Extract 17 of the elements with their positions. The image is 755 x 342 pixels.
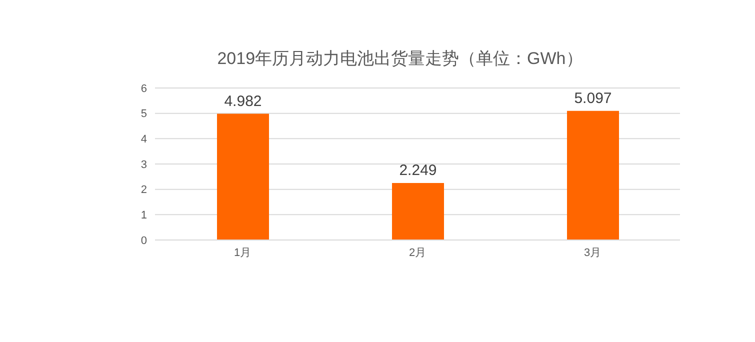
chart-title: 2019年历月动力电池出货量走势（单位：GWh） xyxy=(217,49,583,68)
data-label: 2.249 xyxy=(399,162,437,180)
y-tick-label: 0 xyxy=(140,234,147,247)
bar xyxy=(392,183,444,240)
x-tick-label: 1月 xyxy=(234,246,252,259)
y-tick-label: 3 xyxy=(140,158,147,171)
x-tick-label: 3月 xyxy=(584,246,602,259)
bar xyxy=(567,110,619,240)
y-tick-label: 2 xyxy=(140,184,147,196)
y-tick-label: 5 xyxy=(140,108,147,120)
y-tick-label: 1 xyxy=(140,210,147,222)
x-tick-label: 2月 xyxy=(408,246,426,259)
data-label: 5.097 xyxy=(574,90,612,107)
y-tick-label: 4 xyxy=(140,134,147,146)
y-tick-label: 6 xyxy=(140,82,147,95)
bar xyxy=(217,114,269,240)
data-label: 4.982 xyxy=(224,92,262,110)
